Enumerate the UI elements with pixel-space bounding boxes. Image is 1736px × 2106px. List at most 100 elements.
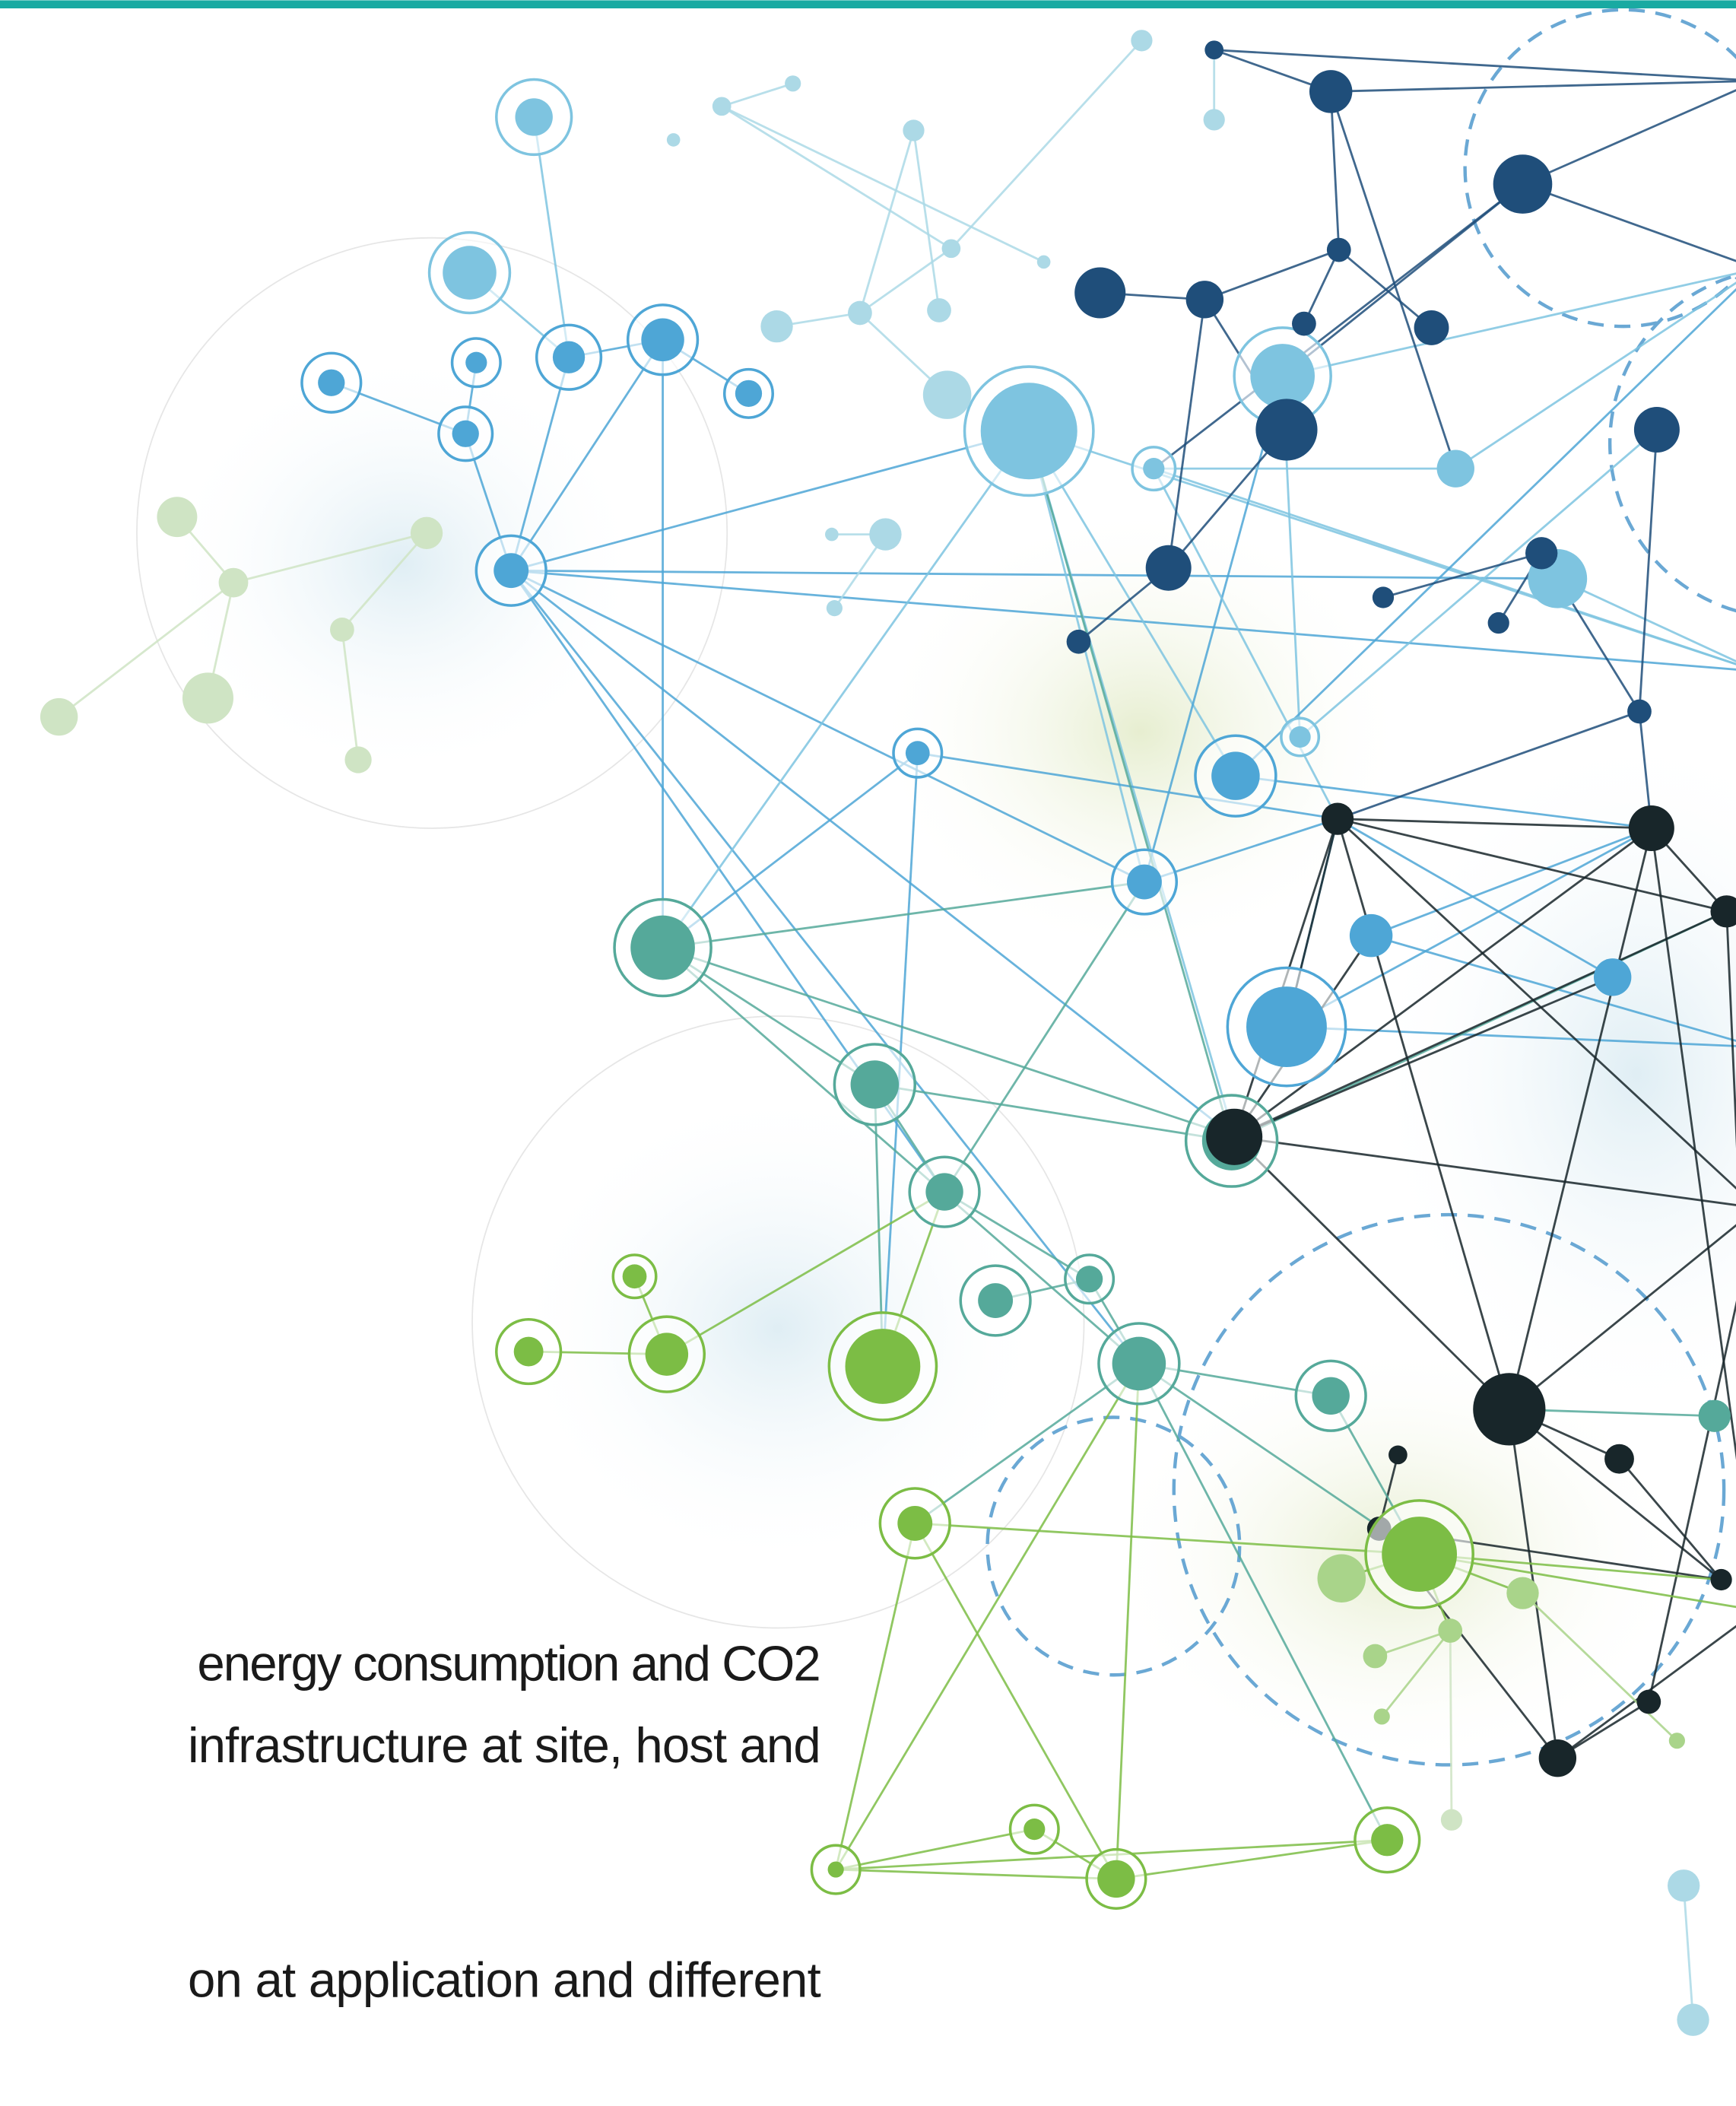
network-node	[1350, 914, 1392, 957]
network-node	[825, 528, 839, 542]
network-node	[1211, 751, 1260, 800]
network-node	[1204, 40, 1223, 59]
network-node	[846, 1329, 921, 1404]
network-node	[1414, 310, 1449, 345]
network-node	[219, 568, 249, 598]
network-node	[1250, 344, 1315, 408]
network-node	[1373, 586, 1394, 608]
network-edge	[1450, 1631, 1452, 1820]
network-node	[1594, 958, 1631, 996]
network-node	[157, 497, 197, 537]
network-node	[1289, 726, 1310, 748]
network-node	[1024, 1819, 1045, 1840]
network-node	[1312, 1377, 1349, 1415]
network-node	[735, 380, 762, 407]
network-node	[1525, 537, 1557, 569]
network-node	[1382, 1517, 1457, 1592]
network-node	[848, 301, 872, 326]
network-node	[641, 319, 684, 361]
network-node	[925, 1173, 963, 1210]
network-node	[1669, 1733, 1685, 1749]
network-node	[827, 600, 843, 616]
network-node	[1318, 1554, 1366, 1603]
network-node	[1604, 1444, 1634, 1474]
text-line: on at application and different	[188, 1952, 821, 2008]
network-node	[514, 1337, 544, 1367]
network-node	[452, 421, 479, 447]
network-node	[1634, 407, 1680, 453]
network-node	[1438, 1618, 1462, 1643]
network-node	[1076, 1266, 1103, 1292]
network-node	[1488, 612, 1509, 634]
network-node	[630, 916, 695, 980]
network-node	[978, 1283, 1013, 1318]
network-node	[1292, 312, 1316, 336]
network-node	[1636, 1690, 1661, 1714]
network-node	[897, 1506, 932, 1541]
network-node	[1322, 802, 1354, 834]
network-node	[1255, 399, 1317, 460]
network-node	[903, 119, 924, 141]
network-node	[1127, 865, 1162, 900]
network-node	[1710, 1569, 1731, 1590]
top-rule	[0, 0, 1736, 8]
network-node	[1074, 268, 1125, 319]
network-node	[981, 383, 1077, 479]
network-node	[906, 741, 930, 765]
network-node	[318, 370, 344, 396]
network-node	[1437, 449, 1474, 487]
network-node	[1246, 986, 1327, 1067]
network-node	[1204, 109, 1225, 130]
network-node	[1143, 458, 1164, 479]
network-node	[942, 239, 961, 258]
network-node	[869, 518, 901, 550]
network-node	[667, 133, 681, 147]
page-graphic: energy consumption and CO2 infrastructur…	[0, 0, 1736, 2106]
network-node	[1627, 700, 1652, 724]
network-node	[646, 1333, 688, 1375]
network-node	[1668, 1869, 1700, 1901]
glow	[161, 349, 644, 779]
network-node	[40, 698, 78, 735]
network-node	[1506, 1577, 1538, 1609]
network-node	[1699, 1400, 1731, 1432]
network-node	[1493, 154, 1553, 214]
network-node	[494, 553, 528, 588]
network-node	[515, 98, 552, 135]
network-node	[1206, 1109, 1262, 1165]
network-node	[1097, 1860, 1135, 1898]
network-node	[623, 1264, 647, 1288]
network-node	[465, 352, 487, 373]
network-node	[1037, 256, 1051, 269]
network-node	[1327, 238, 1351, 262]
page: energy consumption and CO2 infrastructur…	[0, 0, 1736, 2106]
network-node	[1441, 1809, 1462, 1831]
network-node	[1371, 1824, 1403, 1856]
network-node	[923, 370, 972, 419]
network-node	[1112, 1337, 1166, 1391]
network-node	[553, 341, 585, 373]
network-node	[1388, 1446, 1408, 1465]
network-node	[1131, 30, 1152, 51]
network-node	[1629, 805, 1674, 851]
network-node	[712, 97, 732, 116]
network-node	[1146, 545, 1192, 591]
network-node	[1374, 1708, 1390, 1724]
network-node	[1309, 70, 1352, 113]
network-node	[1186, 281, 1223, 318]
text-line: energy consumption and CO2	[197, 1635, 820, 1691]
network-node	[851, 1060, 900, 1109]
network-node	[1067, 630, 1091, 654]
network-node	[330, 618, 354, 642]
network-node	[760, 310, 792, 342]
network-node	[785, 75, 801, 91]
network-node	[927, 298, 951, 322]
network-node	[182, 672, 233, 723]
network-node	[828, 1861, 844, 1877]
network-node	[1363, 1644, 1388, 1669]
network-node	[1473, 1373, 1545, 1445]
text-line: infrastructure at site, host and	[188, 1717, 821, 1773]
network-node	[1677, 2004, 1709, 2036]
network-node	[443, 246, 497, 300]
network-node	[344, 746, 371, 773]
